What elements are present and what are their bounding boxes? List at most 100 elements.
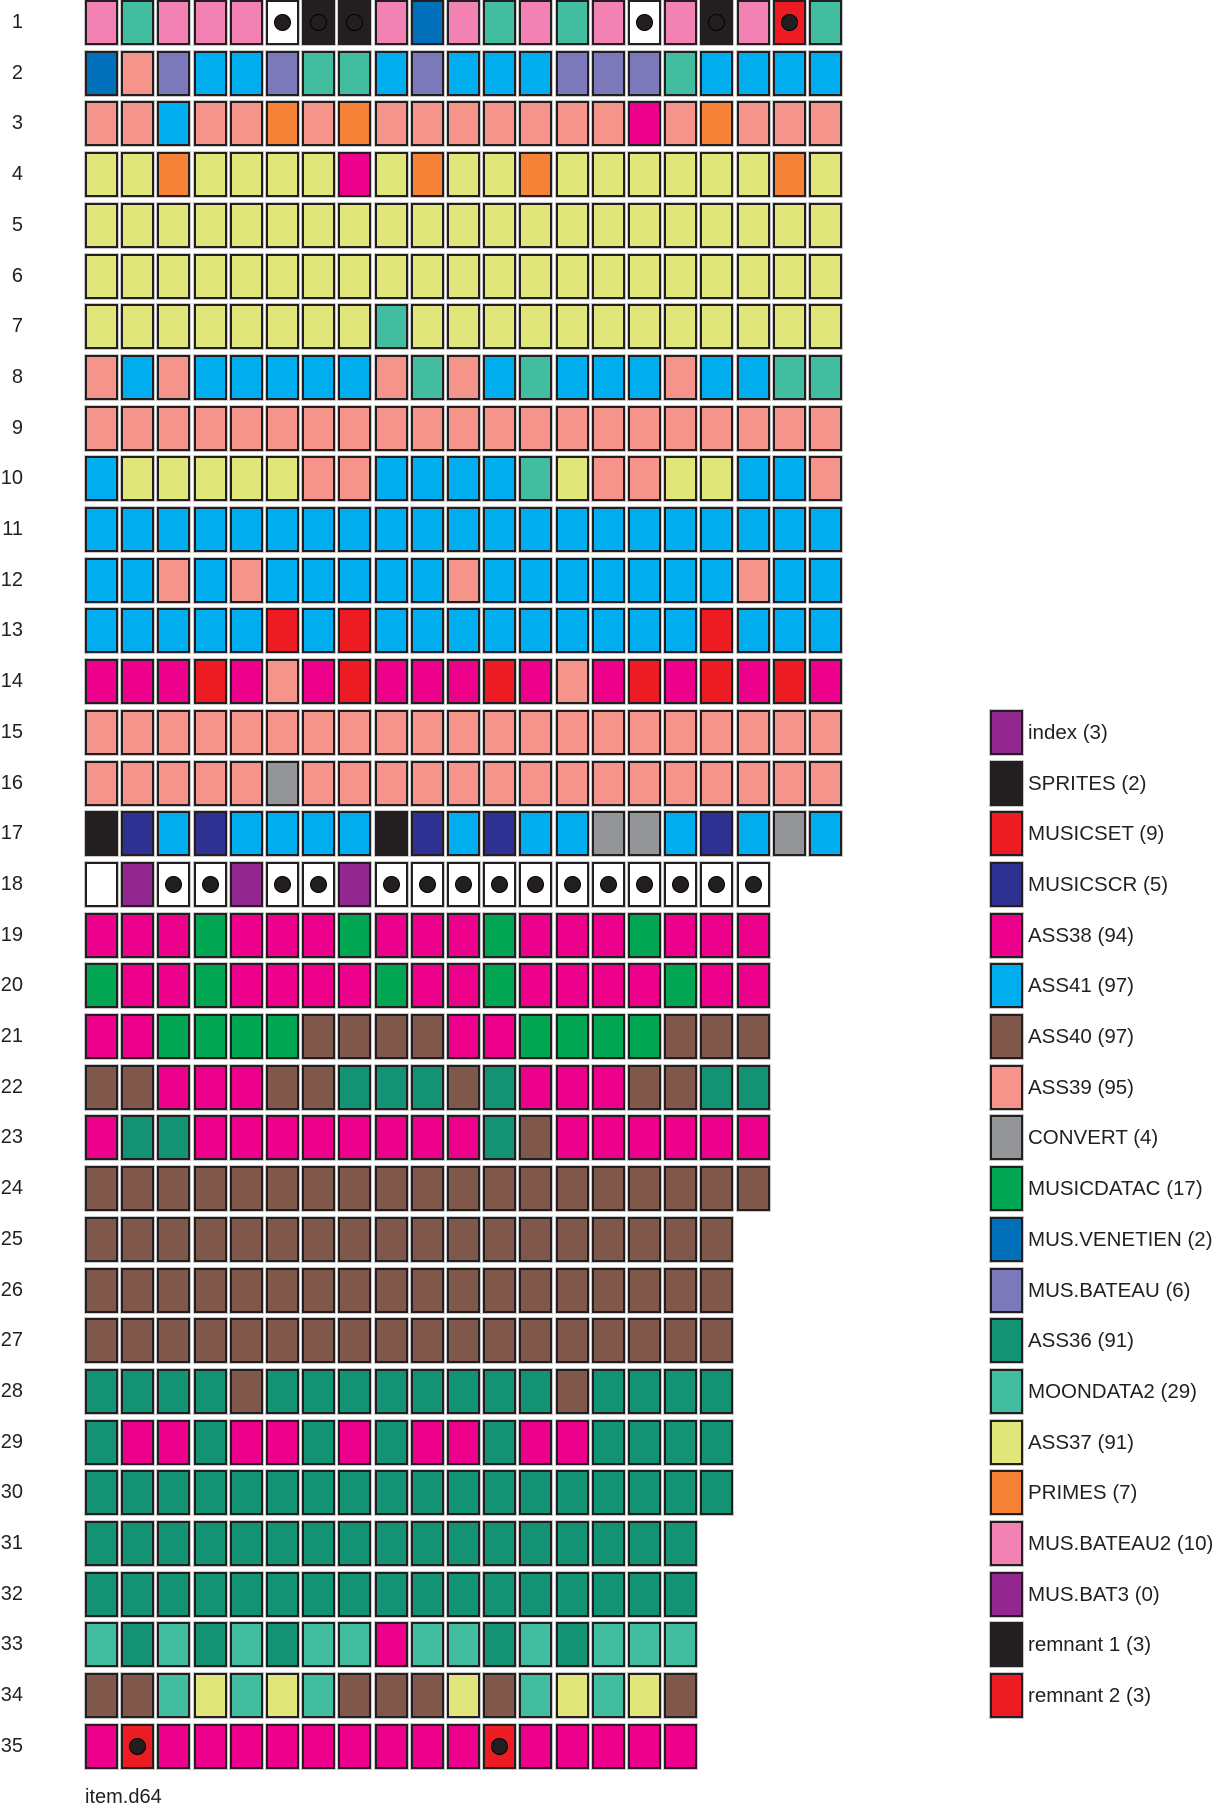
free-sector-cell <box>266 0 299 45</box>
sector-cell <box>266 659 299 705</box>
sector-cell <box>483 811 517 857</box>
sector-cell <box>447 811 480 857</box>
sector-cell <box>266 1166 299 1212</box>
sector-cell <box>302 1368 336 1414</box>
sector-cell <box>809 811 842 857</box>
sector-cell <box>664 1723 698 1769</box>
sector-cell <box>374 507 408 552</box>
sector-cell <box>664 1521 698 1566</box>
sector-cell <box>519 507 553 552</box>
sector-cell <box>555 760 589 806</box>
sector-cell <box>193 152 227 198</box>
sector-cell <box>447 1419 480 1465</box>
sector-cell <box>338 1115 372 1161</box>
sector-cell <box>736 253 770 299</box>
sector-cell <box>483 1166 517 1212</box>
sector-cell <box>121 304 155 350</box>
sector-cell <box>447 1166 480 1212</box>
sector-cell <box>483 354 517 400</box>
sector-cell <box>628 659 661 705</box>
sector-cell <box>700 1064 734 1110</box>
sector-cell <box>266 760 299 806</box>
sector-cell <box>229 1318 263 1364</box>
sector-cell <box>519 608 553 654</box>
legend-label: ASS41 <box>1028 974 1092 998</box>
track-label: 11 <box>2 518 23 540</box>
sector-cell <box>591 253 625 299</box>
sector-cell <box>85 507 118 552</box>
sector-cell <box>591 1216 625 1262</box>
sector-cell <box>555 1216 589 1262</box>
sector-cell <box>338 709 372 755</box>
sector-cell <box>700 963 734 1009</box>
sector-cell <box>664 1318 698 1364</box>
legend-label: CONVERT <box>1028 1126 1128 1150</box>
sector-cell <box>447 659 480 705</box>
sector-cell <box>591 507 625 552</box>
ring-marker <box>310 14 328 31</box>
legend-count: (97) <box>1097 1025 1134 1048</box>
sector-cell <box>302 1267 336 1313</box>
sector-cell <box>85 101 118 147</box>
sector-cell <box>410 354 444 400</box>
sector-cell <box>374 557 408 603</box>
sector-cell <box>193 608 227 654</box>
sector-cell <box>591 1673 625 1719</box>
sector-cell <box>410 1267 444 1313</box>
legend-swatch <box>990 1673 1023 1719</box>
legend-item: MUSICDATAC (17) <box>990 1166 1220 1212</box>
sector-cell <box>229 202 263 248</box>
sector-cell <box>664 659 698 705</box>
sector-cell <box>338 1267 372 1313</box>
sector-cell <box>483 963 517 1009</box>
sector-cell <box>266 1470 299 1516</box>
sector-cell <box>302 709 336 755</box>
sector-cell <box>266 1673 299 1719</box>
sector-cell <box>410 456 444 502</box>
sector-cell <box>410 1622 444 1668</box>
sector-cell <box>519 1723 553 1769</box>
sector-cell <box>736 608 770 654</box>
sector-cell <box>555 608 589 654</box>
sector-cell <box>555 1723 589 1769</box>
sector-cell <box>483 304 517 350</box>
sector-cell <box>591 50 625 96</box>
dot-marker <box>455 875 472 893</box>
legend-label: PRIMES <box>1028 1481 1107 1505</box>
sector-cell <box>519 202 553 248</box>
sector-cell <box>266 1622 299 1668</box>
sector-cell <box>628 1723 661 1769</box>
sector-cell <box>193 811 227 857</box>
sector-cell <box>483 202 517 248</box>
track-label: 7 <box>11 315 23 338</box>
sector-cell <box>229 608 263 654</box>
track-label: 5 <box>11 213 23 236</box>
legend-text: ASS39 (95) <box>1028 1065 1134 1110</box>
legend-swatch <box>990 1267 1023 1313</box>
sector-cell <box>374 1521 408 1566</box>
sector-cell <box>736 912 770 958</box>
sector-cell <box>193 253 227 299</box>
sector-cell <box>555 1064 589 1110</box>
sector-cell <box>157 202 191 248</box>
sector-cell <box>121 1723 155 1769</box>
legend-label: ASS38 <box>1028 923 1092 947</box>
sector-cell <box>374 253 408 299</box>
sector-cell <box>519 1622 553 1668</box>
legend-swatch <box>990 912 1023 958</box>
sector-cell <box>121 1064 155 1110</box>
sector-cell <box>664 354 698 400</box>
sector-cell <box>302 405 336 451</box>
sector-cell <box>591 354 625 400</box>
sector-cell <box>374 405 408 451</box>
sector-cell <box>302 912 336 958</box>
sector-cell <box>374 152 408 198</box>
sector-cell <box>628 1470 661 1516</box>
sector-cell <box>302 101 336 147</box>
track-label: 12 <box>0 568 23 591</box>
sector-cell <box>519 1673 553 1719</box>
sector-cell <box>302 304 336 350</box>
sector-cell <box>664 557 698 603</box>
sector-cell <box>591 1166 625 1212</box>
sector-cell <box>302 1622 336 1668</box>
